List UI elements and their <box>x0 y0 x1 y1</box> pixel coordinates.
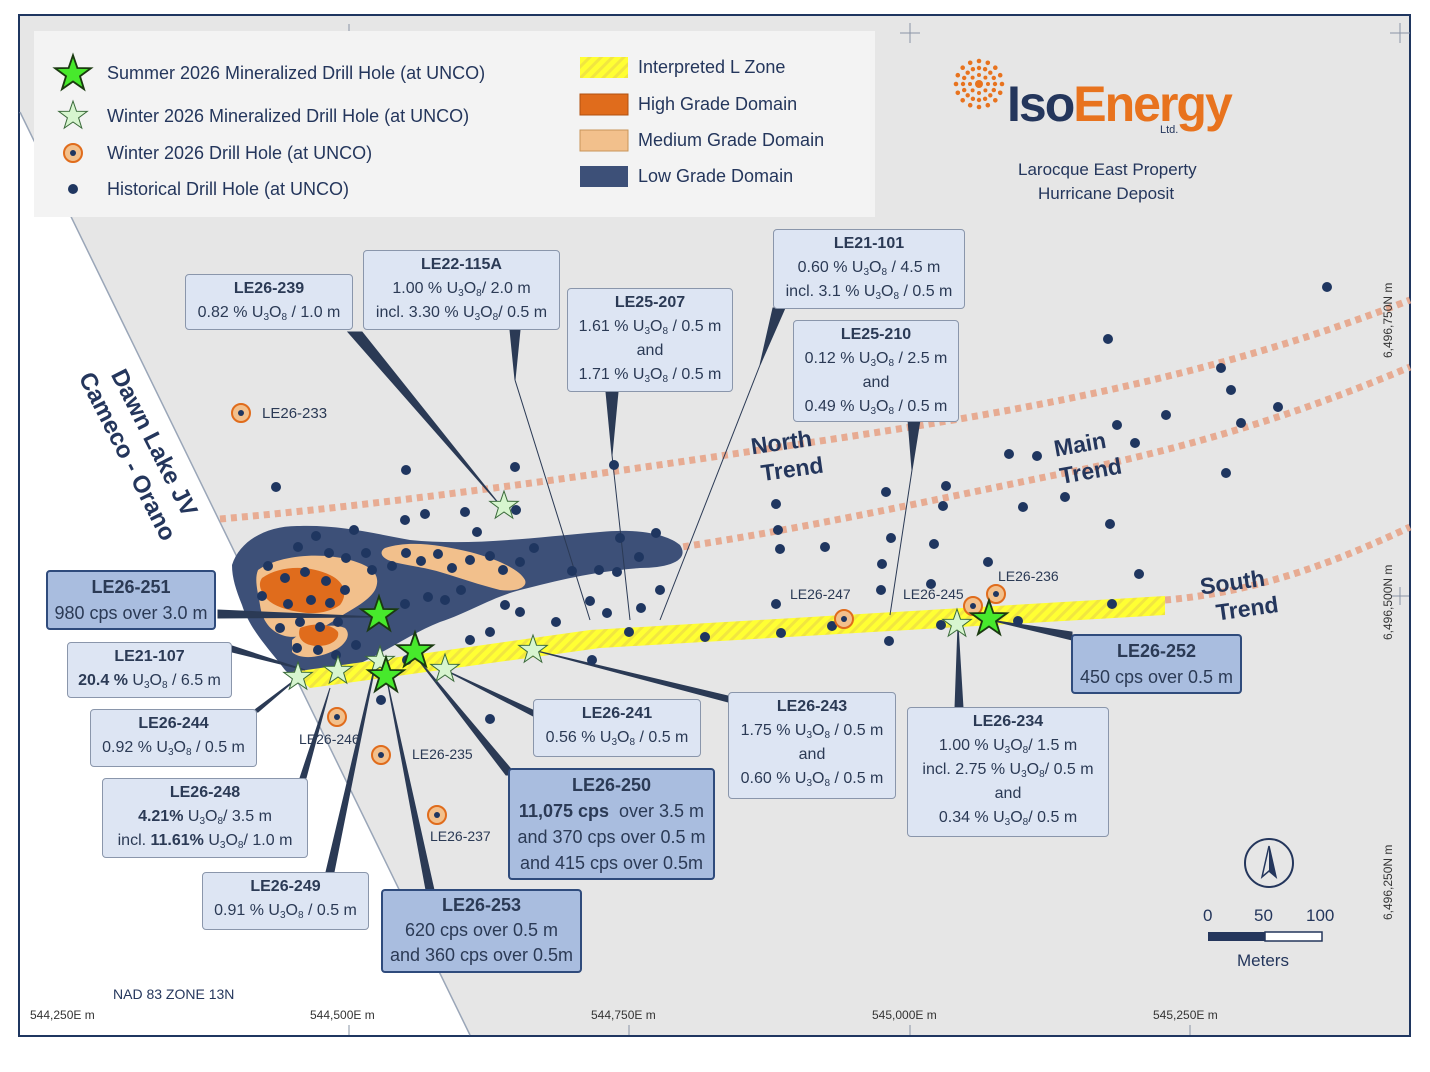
historical-holes <box>257 282 1332 724</box>
scale-label-100: 100 <box>1306 906 1335 925</box>
winter-drill-holes <box>231 403 1006 825</box>
legend-winter-hole-label: Winter 2026 Drill Hole (at UNCO) <box>107 143 373 163</box>
callout-le25-207: LE25-207 1.61 % U3O8 / 0.5 m and 1.71 % … <box>567 288 733 392</box>
hole-label-le26-246: LE26-246 <box>299 731 360 747</box>
logo-ltd: Ltd. <box>1160 124 1179 136</box>
south-trend-line <box>1164 523 1412 604</box>
trend-lines <box>219 296 1412 604</box>
scale-label-50: 50 <box>1254 906 1273 925</box>
hole-label-le26-237: LE26-237 <box>430 828 491 844</box>
hole-label-le26-235: LE26-235 <box>412 746 473 762</box>
leader-le26-239 <box>346 331 501 506</box>
easting-label: 544,750E m <box>591 1008 656 1022</box>
callout-le26-250: LE26-250 11,075 cps over 3.5 m and 370 c… <box>508 768 715 880</box>
leader-lines <box>217 307 1073 891</box>
callout-le26-248: LE26-248 4.21% U3O8/ 3.5 m incl. 11.61% … <box>102 778 308 858</box>
hole-label-le26-245: LE26-245 <box>903 586 964 602</box>
deposit-name: Hurricane Deposit <box>1038 184 1175 203</box>
scale-units: Meters <box>1237 951 1289 970</box>
south-trend-label: South Trend <box>1198 564 1280 626</box>
north-trend-line <box>219 296 1412 523</box>
property-name: Larocque East Property <box>1018 160 1197 179</box>
easting-label: 544,250E m <box>30 1008 95 1022</box>
callout-le25-210: LE25-210 0.12 % U3O8 / 2.5 m and 0.49 % … <box>793 320 959 422</box>
legend-medium-grade-label: Medium Grade Domain <box>638 130 825 150</box>
easting-label: 545,000E m <box>872 1008 937 1022</box>
callout-le26-244: LE26-244 0.92 % U3O8 / 0.5 m <box>90 709 257 767</box>
datum-label: NAD 83 ZONE 13N <box>113 986 235 1002</box>
callout-le26-249: LE26-249 0.91 % U3O8 / 0.5 m <box>202 872 369 930</box>
legend-low-grade-label: Low Grade Domain <box>638 166 794 186</box>
hole-label-le26-233: LE26-233 <box>262 405 328 422</box>
isoenergy-logo: IsoEnergy <box>1007 76 1233 132</box>
scale-label-0: 0 <box>1203 906 1213 925</box>
scale-bar <box>1208 931 1323 942</box>
legend-historical-label: Historical Drill Hole (at UNCO) <box>107 179 350 199</box>
callout-le26-252: LE26-252 450 cps over 0.5 m <box>1071 634 1242 694</box>
easting-label: 545,250E m <box>1153 1008 1218 1022</box>
northing-label: 6,496,750N m <box>1381 282 1395 358</box>
callout-le22-115a: LE22-115A 1.00 % U3O8/ 2.0 m incl. 3.30 … <box>363 250 560 330</box>
callout-le26-253: LE26-253 620 cps over 0.5 m and 360 cps … <box>381 889 582 973</box>
legend-panel <box>34 31 875 217</box>
callout-le26-251: LE26-251 980 cps over 3.0 m <box>46 570 216 630</box>
northing-label: 6,496,250N m <box>1381 844 1395 920</box>
isoenergy-logo-icon <box>953 58 1005 110</box>
hole-label-le26-236: LE26-236 <box>998 568 1059 584</box>
main-trend-line <box>584 363 1412 564</box>
callout-le21-101: LE21-101 0.60 % U3O8 / 4.5 m incl. 3.1 %… <box>773 229 965 309</box>
callout-le26-234: LE26-234 1.00 % U3O8/ 1.5 m incl. 2.75 %… <box>907 707 1109 837</box>
hole-label-le26-247: LE26-247 <box>790 586 851 602</box>
legend-winter-star-label: Winter 2026 Mineralized Drill Hole (at U… <box>107 106 470 126</box>
legend-summer-star-label: Summer 2026 Mineralized Drill Hole (at U… <box>107 63 486 83</box>
northing-label: 6,496,500N m <box>1381 564 1395 640</box>
callout-le26-239: LE26-239 0.82 % U3O8 / 1.0 m <box>185 274 353 330</box>
callout-le26-241: LE26-241 0.56 % U3O8 / 0.5 m <box>533 699 701 757</box>
north-trend-label: North Trend <box>749 424 826 487</box>
legend-l-zone-label: Interpreted L Zone <box>638 57 786 77</box>
callout-le21-107: LE21-107 20.4 % U3O8 / 6.5 m <box>67 642 232 698</box>
north-arrow-icon <box>1244 838 1294 888</box>
legend-high-grade-label: High Grade Domain <box>638 94 798 114</box>
callout-le26-243: LE26-243 1.75 % U3O8 / 0.5 m and 0.60 % … <box>728 692 896 799</box>
easting-label: 544,500E m <box>310 1008 375 1022</box>
legend-symbols <box>54 54 629 194</box>
